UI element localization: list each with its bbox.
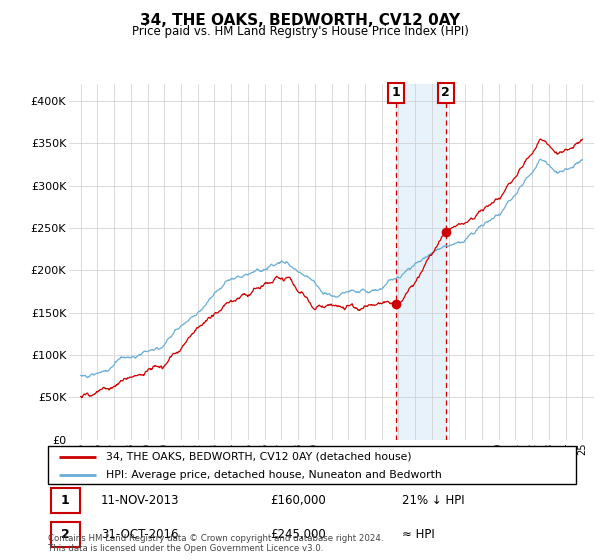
- Text: 34, THE OAKS, BEDWORTH, CV12 0AY: 34, THE OAKS, BEDWORTH, CV12 0AY: [140, 13, 460, 28]
- Text: HPI: Average price, detached house, Nuneaton and Bedworth: HPI: Average price, detached house, Nune…: [106, 470, 442, 480]
- Bar: [396, 84, 446, 440]
- Text: 2: 2: [61, 528, 70, 541]
- Text: Contains HM Land Registry data © Crown copyright and database right 2024.
This d: Contains HM Land Registry data © Crown c…: [48, 534, 383, 553]
- Bar: [50, 522, 80, 547]
- Text: 1: 1: [392, 86, 401, 99]
- Text: 31-OCT-2016: 31-OCT-2016: [101, 528, 178, 541]
- Text: 2: 2: [442, 86, 450, 99]
- Text: £245,000: £245,000: [270, 528, 326, 541]
- Text: 11-NOV-2013: 11-NOV-2013: [101, 494, 179, 507]
- Text: ≈ HPI: ≈ HPI: [402, 528, 434, 541]
- Text: 34, THE OAKS, BEDWORTH, CV12 0AY (detached house): 34, THE OAKS, BEDWORTH, CV12 0AY (detach…: [106, 451, 412, 461]
- Text: 1: 1: [61, 494, 70, 507]
- Text: £160,000: £160,000: [270, 494, 326, 507]
- Text: Price paid vs. HM Land Registry's House Price Index (HPI): Price paid vs. HM Land Registry's House …: [131, 25, 469, 39]
- Bar: [50, 488, 80, 513]
- Text: 21% ↓ HPI: 21% ↓ HPI: [402, 494, 464, 507]
